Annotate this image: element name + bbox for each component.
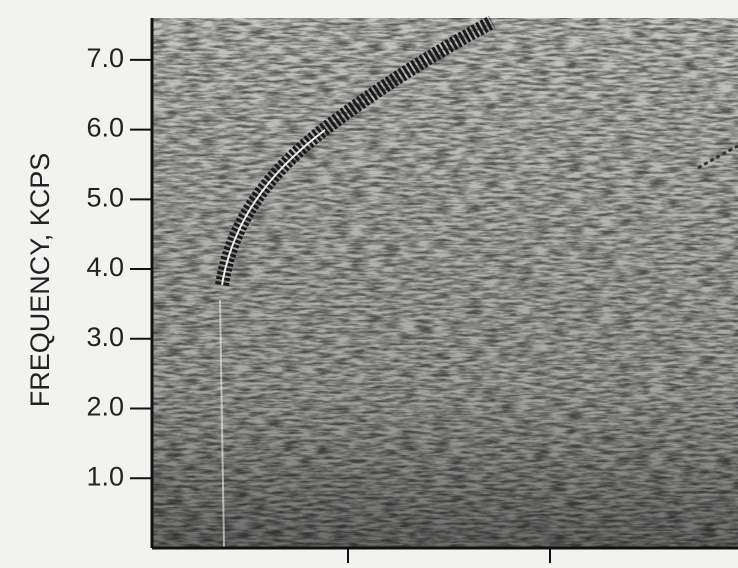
y-axis-label: FREQUENCY, KCPS	[25, 153, 55, 408]
y-tick-label: 3.0	[86, 322, 124, 352]
plot-area	[152, 15, 738, 549]
whistler-highlight	[221, 129, 326, 286]
vertical-streak	[219, 299, 225, 549]
y-tick-label: 1.0	[86, 461, 124, 491]
y-tick-label: 5.0	[86, 182, 124, 212]
y-tick-label: 7.0	[86, 43, 124, 73]
y-tick-label: 6.0	[86, 113, 124, 143]
faint-trace	[697, 144, 738, 170]
spectrogram-shade	[152, 18, 738, 548]
y-tick-label: 4.0	[86, 252, 124, 282]
y-tick-label: 2.0	[86, 392, 124, 422]
